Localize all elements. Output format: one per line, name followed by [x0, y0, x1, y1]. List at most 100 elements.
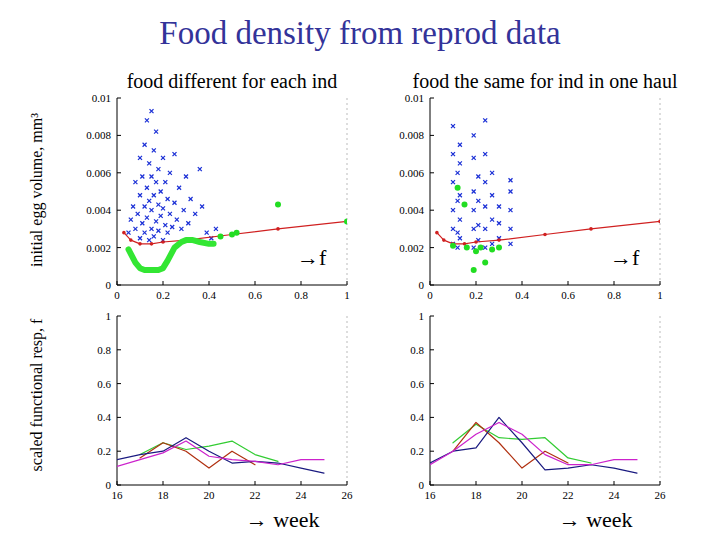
marker-stroke	[189, 197, 193, 201]
scatter-point	[476, 175, 480, 179]
scatter-point	[451, 180, 455, 184]
marker-stroke	[156, 203, 160, 207]
marker-stroke	[476, 199, 480, 203]
y-tick	[430, 210, 434, 211]
x-tick-label: 0	[427, 289, 433, 301]
scatter-point	[131, 204, 135, 208]
scatter-point	[150, 227, 154, 231]
x-tick	[117, 281, 118, 285]
scatter-point	[483, 246, 487, 250]
y-tick	[117, 247, 121, 248]
scatter-point	[163, 223, 167, 227]
marker-stroke	[150, 109, 154, 113]
scatter-point	[490, 218, 494, 222]
y-tick-label: 0	[106, 479, 112, 491]
line-point	[442, 238, 446, 242]
marks	[122, 109, 347, 270]
line-point	[161, 240, 165, 244]
marker-stroke	[140, 175, 144, 179]
x-tick-label: 18	[471, 489, 483, 501]
scatter-point	[166, 231, 170, 235]
y-axis	[117, 98, 118, 285]
marker-stroke	[456, 171, 460, 175]
scatter-point	[472, 156, 476, 160]
annotation: →f	[297, 245, 327, 270]
marker-stroke	[456, 199, 460, 203]
panel: 16182022242600.20.40.60.81→ week	[97, 310, 353, 532]
x-tick-label: 0.6	[561, 289, 575, 301]
y-tick-label: 0	[419, 479, 425, 491]
line-point	[658, 220, 660, 224]
scatter-point	[483, 152, 487, 156]
marker-stroke	[161, 156, 165, 160]
marker-stroke	[133, 227, 137, 231]
marker-stroke	[458, 161, 462, 165]
scatter-point	[154, 219, 158, 223]
marker-stroke	[458, 193, 462, 197]
marker-stroke	[214, 227, 218, 231]
marker-stroke	[154, 219, 158, 223]
x-tick-label: 24	[609, 489, 621, 501]
marker-stroke	[483, 246, 487, 250]
marker-stroke	[156, 167, 160, 171]
y-axis	[430, 98, 431, 285]
scatter-point	[161, 206, 165, 210]
scatter-point	[159, 190, 163, 194]
marker-stroke	[490, 242, 494, 246]
scatter-point	[138, 236, 142, 240]
marker-stroke	[509, 190, 513, 194]
x-tick	[568, 481, 569, 485]
marker-stroke	[143, 231, 147, 235]
marker-stroke	[451, 180, 455, 184]
scatter-point	[455, 185, 461, 191]
panel: 16182022242600.20.40.60.81→ week	[410, 310, 666, 532]
marker-stroke	[476, 223, 480, 227]
marker-stroke	[150, 208, 154, 212]
marker-stroke	[154, 219, 158, 223]
y-tick	[117, 135, 121, 136]
marker-stroke	[152, 148, 156, 152]
scatter-point	[150, 208, 154, 212]
scatter-point	[143, 231, 147, 235]
marks	[435, 118, 660, 273]
marker-stroke	[451, 152, 455, 156]
marker-stroke	[147, 238, 151, 242]
y-tick-label: 0.6	[410, 378, 424, 390]
line-point	[589, 227, 593, 231]
scatter-point	[482, 260, 488, 266]
x-tick	[430, 281, 431, 285]
scatter-point	[182, 208, 186, 212]
marker-stroke	[150, 227, 154, 231]
panel: 00.20.40.60.8100.0020.0040.0060.0080.01f…	[86, 70, 350, 301]
scatter-point	[456, 199, 460, 203]
marker-stroke	[152, 148, 156, 152]
marker-stroke	[154, 180, 158, 184]
marker-stroke	[490, 193, 494, 197]
y-tick	[117, 383, 121, 384]
scatter-point	[497, 204, 501, 208]
marker-stroke	[456, 246, 460, 250]
marker-stroke	[168, 212, 172, 216]
scatter-point	[456, 231, 460, 235]
scatter-point	[497, 221, 501, 225]
scatter-point	[456, 246, 460, 250]
series-line	[430, 417, 637, 473]
marker-stroke	[483, 204, 487, 208]
line-point	[276, 227, 280, 231]
x-tick	[209, 281, 210, 285]
marker-stroke	[133, 180, 137, 184]
scatter-point	[168, 212, 172, 216]
marker-stroke	[456, 246, 460, 250]
marker-stroke	[186, 221, 190, 225]
marker-stroke	[156, 167, 160, 171]
scatter-point	[140, 175, 144, 179]
marker-stroke	[163, 223, 167, 227]
marker-stroke	[166, 197, 170, 201]
annotation: →f	[610, 245, 640, 270]
marker-stroke	[140, 221, 144, 225]
scatter-point	[156, 167, 160, 171]
marker-stroke	[490, 218, 494, 222]
marker-stroke	[145, 118, 149, 122]
y-tick	[430, 285, 434, 286]
marker-stroke	[509, 178, 513, 182]
